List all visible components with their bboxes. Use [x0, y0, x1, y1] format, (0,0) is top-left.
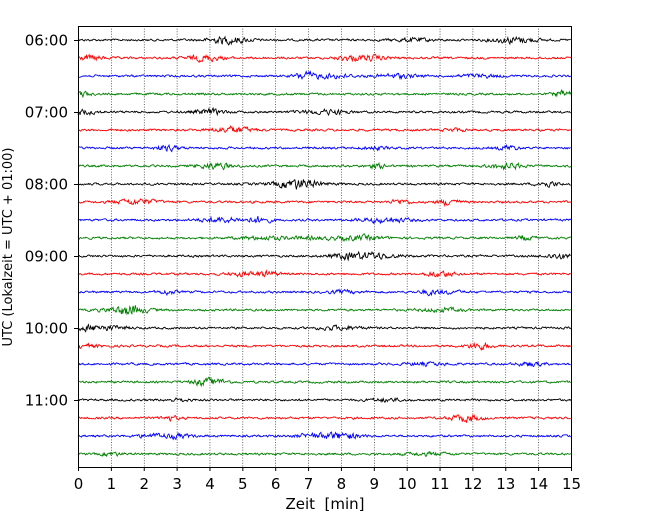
seismic-trace-3: [77, 70, 572, 81]
seismic-trace-1: [77, 35, 571, 46]
x-tick-label: 9: [370, 475, 380, 493]
x-tick-label: 12: [463, 475, 482, 493]
seismic-trace-12: [77, 233, 572, 242]
seismic-trace-23: [77, 431, 572, 441]
seismic-trace-9: [77, 179, 571, 190]
seismic-trace-16: [77, 305, 572, 316]
seismic-trace-21: [77, 397, 572, 403]
grid-lines: [111, 26, 539, 467]
x-tick-label: 14: [529, 475, 548, 493]
x-tick-label: 8: [337, 475, 347, 493]
seismic-trace-11: [77, 215, 572, 225]
y-axis-title: UTC (Lokalzeit = UTC + 01:00): [1, 148, 16, 347]
y-tick-label: 07:00: [25, 104, 68, 122]
y-tick-label: 10:00: [25, 320, 68, 338]
x-tick-label: 2: [139, 475, 149, 493]
y-tick-label: 06:00: [25, 32, 68, 50]
seismic-trace-6: [77, 124, 572, 133]
seismic-trace-5: [77, 106, 571, 117]
y-tick-label: 08:00: [25, 176, 68, 194]
x-axis-ticks: 0 1 2 3 4 5 6 7 8 9 10 11 12 13 14 15: [74, 467, 581, 493]
x-axis-title: Zeit [min]: [285, 495, 364, 513]
seismic-trace-20: [77, 376, 571, 388]
y-axis-ticks: 06:00 07:00 08:00 09:00 10:00 11:00: [25, 32, 78, 410]
seismic-trace-10: [77, 198, 572, 208]
x-tick-label: 5: [238, 475, 248, 493]
seismic-trace-4: [77, 88, 572, 99]
plot-frame: [78, 26, 572, 468]
x-tick-label: 7: [304, 475, 314, 493]
seismic-trace-22: [78, 414, 572, 423]
x-tick-label: 0: [74, 475, 84, 493]
seismic-traces: [77, 35, 572, 458]
seismic-trace-15: [77, 288, 572, 297]
seismic-trace-8: [77, 162, 572, 171]
y-tick-label: 11:00: [25, 392, 68, 410]
x-tick-label: 6: [271, 475, 281, 493]
seismic-trace-24: [77, 451, 572, 458]
x-tick-label: 4: [205, 475, 215, 493]
seismic-trace-17: [77, 323, 572, 333]
seismic-trace-18: [77, 341, 572, 352]
x-tick-label: 10: [398, 475, 417, 493]
seismic-trace-7: [77, 143, 571, 153]
x-tick-label: 15: [562, 475, 581, 493]
seismic-trace-13: [77, 250, 571, 262]
x-tick-label: 11: [430, 475, 449, 493]
x-tick-label: 3: [172, 475, 182, 493]
seismic-trace-14: [77, 269, 571, 278]
x-tick-label: 1: [107, 475, 117, 493]
seismic-trace-19: [77, 360, 571, 368]
x-tick-label: 13: [496, 475, 515, 493]
y-tick-label: 09:00: [25, 248, 68, 266]
seismic-trace-2: [77, 53, 572, 64]
